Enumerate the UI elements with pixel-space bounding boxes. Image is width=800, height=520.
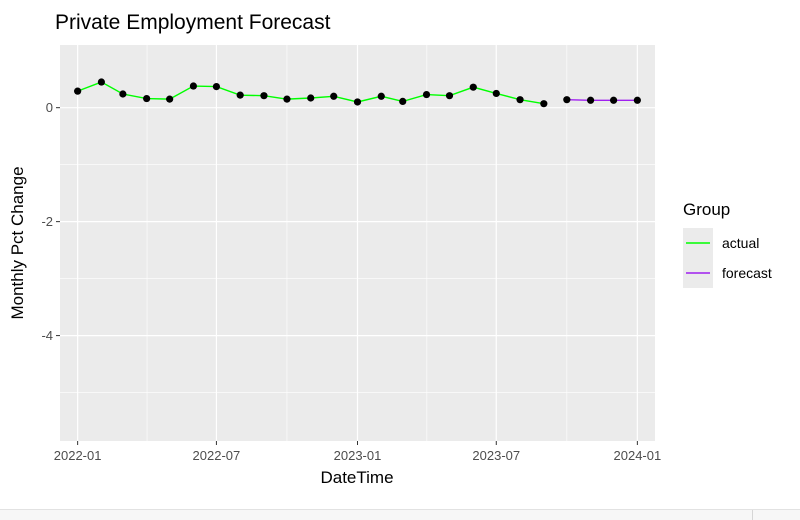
data-point-actual bbox=[540, 100, 548, 108]
data-point-actual bbox=[189, 82, 198, 90]
data-point-actual bbox=[143, 94, 151, 103]
data-point-forecast bbox=[609, 96, 618, 104]
data-point-actual bbox=[353, 98, 362, 106]
data-point-actual bbox=[377, 92, 385, 100]
bottom-strip bbox=[0, 509, 800, 520]
data-point-actual bbox=[166, 95, 174, 103]
chart-title: Private Employment Forecast bbox=[55, 11, 331, 34]
y-tick-label: -4 bbox=[41, 328, 53, 343]
data-point-forecast bbox=[563, 96, 571, 104]
legend-label-forecast: forecast bbox=[722, 265, 772, 281]
data-point-actual bbox=[469, 83, 477, 91]
y-axis-title: Monthly Pct Change bbox=[8, 166, 27, 319]
data-point-forecast bbox=[586, 96, 595, 104]
data-point-actual bbox=[422, 90, 431, 99]
grid-lines bbox=[60, 45, 655, 441]
y-tick-label: -2 bbox=[41, 214, 53, 229]
x-tick-label: 2023-01 bbox=[334, 448, 382, 463]
y-axis-ticks: 0 -2 -4 bbox=[41, 100, 60, 343]
series-line-forecast bbox=[566, 99, 638, 101]
legend-label-actual: actual bbox=[722, 235, 759, 251]
data-point-actual bbox=[283, 95, 291, 103]
y-tick-label: 0 bbox=[46, 100, 53, 115]
x-tick-label: 2022-01 bbox=[54, 448, 102, 463]
legend: Group actual forecast bbox=[683, 200, 772, 288]
x-axis-title: DateTime bbox=[320, 468, 393, 487]
bottom-strip-divider bbox=[752, 510, 753, 520]
data-point-actual bbox=[97, 78, 106, 86]
data-point-actual bbox=[399, 97, 407, 106]
x-tick-label: 2023-07 bbox=[472, 448, 520, 463]
data-points bbox=[74, 78, 641, 108]
data-point-actual bbox=[260, 92, 268, 100]
x-tick-label: 2022-07 bbox=[193, 448, 241, 463]
data-point-actual bbox=[236, 91, 244, 99]
data-point-actual bbox=[119, 90, 127, 98]
data-point-forecast bbox=[633, 96, 641, 104]
x-tick-label: 2024-01 bbox=[614, 448, 662, 463]
data-point-actual bbox=[74, 87, 82, 95]
data-point-actual bbox=[516, 96, 524, 104]
legend-title: Group bbox=[683, 200, 730, 219]
x-axis-ticks: 2022-01 2022-07 2023-01 2023-07 2024-01 bbox=[54, 441, 661, 463]
data-point-actual bbox=[307, 94, 315, 102]
data-point-actual bbox=[445, 92, 454, 100]
data-point-actual bbox=[330, 92, 338, 100]
data-point-actual bbox=[492, 89, 500, 98]
data-point-actual bbox=[212, 82, 221, 91]
